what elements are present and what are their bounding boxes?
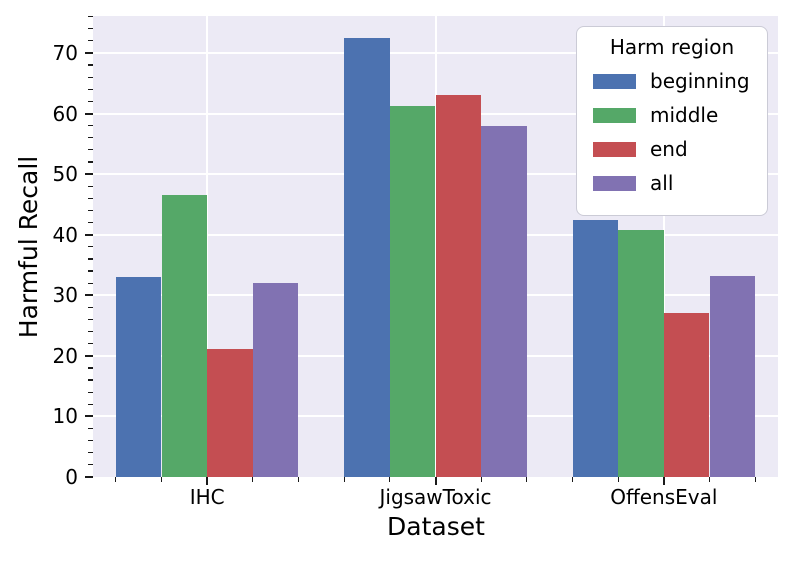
y-tick-label: 30 bbox=[52, 283, 78, 308]
y-minor-tick bbox=[88, 149, 93, 151]
legend-label: end bbox=[650, 137, 688, 161]
x-minor-tick bbox=[526, 477, 528, 482]
x-minor-tick bbox=[571, 477, 574, 482]
x-minor-tick bbox=[160, 477, 163, 482]
y-major-tick bbox=[85, 354, 93, 357]
y-minor-tick bbox=[88, 100, 93, 102]
bar-end-JigsawToxic bbox=[435, 94, 482, 477]
y-minor-tick bbox=[88, 367, 93, 369]
legend-items: beginning middle end all bbox=[593, 69, 751, 195]
legend: Harm region beginning middle end all bbox=[576, 26, 768, 216]
y-minor-tick bbox=[88, 343, 93, 345]
y-tick-label: 20 bbox=[52, 343, 78, 368]
bar-middle-OffensEval bbox=[618, 230, 664, 477]
legend-label: beginning bbox=[650, 69, 750, 93]
legend-swatch-beginning bbox=[593, 73, 636, 89]
y-minor-tick bbox=[88, 258, 93, 260]
y-minor-tick bbox=[88, 318, 93, 321]
y-tick-label: 0 bbox=[65, 465, 78, 489]
x-minor-tick bbox=[343, 477, 345, 482]
x-major-tick bbox=[662, 477, 665, 485]
bar-beginning-IHC bbox=[115, 277, 162, 477]
y-major-tick bbox=[85, 294, 93, 297]
y-tick-label: 70 bbox=[52, 40, 78, 65]
x-minor-tick bbox=[617, 477, 619, 482]
x-tick-label: IHC bbox=[189, 485, 225, 509]
y-minor-tick bbox=[88, 440, 93, 442]
y-tick-label: 60 bbox=[52, 101, 78, 126]
x-major-tick bbox=[206, 477, 209, 485]
y-major-tick bbox=[85, 112, 93, 115]
y-major-tick bbox=[85, 233, 93, 236]
y-minor-tick bbox=[88, 246, 93, 248]
y-minor-tick bbox=[88, 88, 93, 90]
x-major-tick bbox=[434, 477, 437, 485]
y-major-tick bbox=[85, 415, 93, 418]
legend-swatch-middle bbox=[593, 107, 636, 123]
y-minor-tick bbox=[88, 28, 93, 30]
y-minor-tick bbox=[88, 64, 93, 66]
bar-middle-JigsawToxic bbox=[389, 106, 436, 477]
y-minor-tick bbox=[88, 379, 93, 381]
y-minor-tick bbox=[88, 427, 93, 430]
x-minor-tick bbox=[754, 477, 756, 482]
y-tick-label: 10 bbox=[52, 404, 78, 429]
y-major-tick bbox=[85, 51, 93, 54]
gridline-horizontal bbox=[93, 51, 778, 54]
bar-all-JigsawToxic bbox=[481, 125, 527, 477]
y-minor-tick bbox=[88, 197, 93, 199]
legend-swatch-all bbox=[593, 175, 636, 191]
y-minor-tick bbox=[88, 391, 93, 393]
bar-middle-IHC bbox=[161, 195, 208, 477]
y-minor-tick bbox=[88, 403, 93, 405]
legend-item-beginning: beginning bbox=[593, 69, 751, 93]
bar-all-OffensEval bbox=[709, 275, 756, 477]
legend-label: middle bbox=[650, 103, 719, 127]
legend-item-middle: middle bbox=[593, 103, 751, 127]
y-minor-tick bbox=[88, 16, 93, 18]
y-tick-label: 40 bbox=[52, 222, 78, 247]
y-tick-label: 50 bbox=[52, 162, 78, 187]
gridline-vertical bbox=[662, 16, 665, 477]
y-minor-tick bbox=[88, 270, 93, 272]
y-minor-tick bbox=[88, 221, 93, 224]
x-minor-tick bbox=[297, 477, 300, 482]
bar-beginning-OffensEval bbox=[572, 220, 619, 477]
y-minor-tick bbox=[88, 185, 93, 187]
bar-all-IHC bbox=[252, 282, 299, 477]
y-minor-tick bbox=[88, 306, 93, 308]
x-axis-label: Dataset bbox=[387, 512, 485, 541]
bar-end-OffensEval bbox=[663, 313, 710, 477]
y-major-tick bbox=[85, 476, 93, 478]
x-minor-tick bbox=[389, 477, 391, 482]
legend-label: all bbox=[650, 171, 674, 195]
y-minor-tick bbox=[88, 209, 93, 212]
x-minor-tick bbox=[708, 477, 711, 482]
bar-end-IHC bbox=[207, 348, 253, 477]
legend-item-end: end bbox=[593, 137, 751, 161]
x-tick-label: JigsawToxic bbox=[379, 485, 492, 509]
y-minor-tick bbox=[88, 125, 93, 127]
legend-swatch-end bbox=[593, 141, 636, 157]
x-tick-label: OffensEval bbox=[610, 485, 718, 509]
bar-beginning-JigsawToxic bbox=[344, 37, 390, 477]
y-major-tick bbox=[85, 173, 93, 176]
y-minor-tick bbox=[88, 282, 93, 284]
x-minor-tick bbox=[252, 477, 254, 482]
x-minor-tick bbox=[480, 477, 482, 482]
legend-item-all: all bbox=[593, 171, 751, 195]
y-minor-tick bbox=[88, 331, 93, 333]
gridline-vertical bbox=[206, 16, 209, 477]
x-minor-tick bbox=[115, 477, 117, 482]
y-minor-tick bbox=[88, 161, 93, 163]
legend-title: Harm region bbox=[609, 35, 735, 59]
y-minor-tick bbox=[88, 452, 93, 454]
y-minor-tick bbox=[88, 137, 93, 139]
y-minor-tick bbox=[88, 464, 93, 466]
y-minor-tick bbox=[88, 40, 93, 42]
y-minor-tick bbox=[88, 76, 93, 78]
